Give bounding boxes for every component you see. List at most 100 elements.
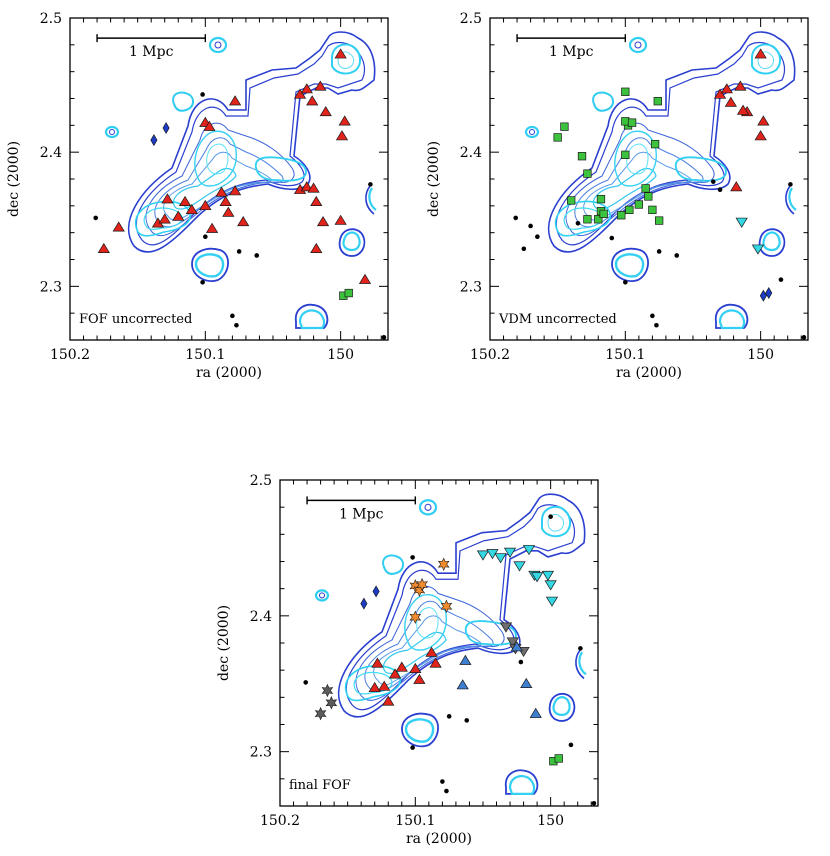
data-point-red-triangle-49 xyxy=(730,181,743,192)
data-point-black-dot-13 xyxy=(788,182,793,187)
y-axis-label: dec (2000) xyxy=(216,605,232,681)
y-tick-label: 2.5 xyxy=(460,11,482,27)
data-point-black-dot-10 xyxy=(591,800,597,806)
data-point-black-dot-9 xyxy=(578,646,583,651)
data-point-green-square-17 xyxy=(560,122,569,131)
data-point-cyan-triangle-down-28 xyxy=(476,550,490,561)
data-point-red-triangle-16 xyxy=(185,203,198,215)
y-tick-label: 2.5 xyxy=(40,11,62,27)
data-point-green-square-24 xyxy=(599,209,608,219)
data-point-red-triangle-18 xyxy=(413,673,426,684)
data-point-red-triangle-11 xyxy=(112,221,125,232)
data-point-red-triangle-13 xyxy=(161,193,174,204)
data-point-cyan-triangle-down-32 xyxy=(513,561,526,572)
data-point-green-square-19 xyxy=(583,169,592,178)
data-point-blue-diamond-45 xyxy=(162,122,170,135)
data-point-green-square-29 xyxy=(641,184,650,193)
data-point-gray-star-50 xyxy=(325,696,338,710)
data-point-black-dot-6 xyxy=(234,322,239,328)
data-point-red-triangle-31 xyxy=(310,195,323,207)
data-point-green-square-28 xyxy=(634,200,644,209)
data-point-green-square-31 xyxy=(648,205,657,215)
data-point-blue-diamond-44 xyxy=(150,134,158,147)
data-point-blue-diamond-52 xyxy=(372,585,380,598)
data-point-cyan-triangle-down-38 xyxy=(541,570,555,581)
data-point-black-dot-5 xyxy=(440,779,445,784)
data-point-green-square-25 xyxy=(596,194,606,204)
data-point-cyan-triangle-down-31 xyxy=(503,547,517,558)
scale-bar-label: 1 Mpc xyxy=(129,44,174,60)
markers xyxy=(303,514,597,806)
data-point-cyan-triangle-down-33 xyxy=(522,545,536,556)
x-tick-label: 150.2 xyxy=(260,813,300,829)
data-point-red-triangle-43 xyxy=(734,80,747,91)
y-tick-label: 2.3 xyxy=(40,279,62,295)
x-axis-label: ra (2000) xyxy=(196,365,262,381)
data-point-red-triangle-46 xyxy=(757,115,770,126)
data-point-red-triangle-29 xyxy=(300,181,313,192)
data-point-black-dot-5 xyxy=(609,235,615,241)
data-point-steelblue-triangle-46 xyxy=(510,641,523,652)
data-point-red-triangle-13 xyxy=(378,680,391,691)
data-point-red-triangle-23 xyxy=(237,216,250,227)
y-tick-label: 2.4 xyxy=(40,145,62,161)
data-point-black-dot-14 xyxy=(801,335,807,340)
data-point-black-dot-4 xyxy=(575,220,581,226)
data-point-red-triangle-42 xyxy=(724,96,737,107)
data-point-black-dot-6 xyxy=(656,249,662,254)
x-axis-label: ra (2000) xyxy=(406,831,472,847)
data-point-black-dot-12 xyxy=(717,187,723,193)
data-point-red-triangle-14 xyxy=(371,657,384,668)
data-point-green-square-26 xyxy=(617,211,626,220)
data-point-green-square-27 xyxy=(625,205,634,215)
data-point-black-dot-8 xyxy=(623,280,628,285)
data-point-green-square-47 xyxy=(344,288,353,298)
data-point-red-triangle-24 xyxy=(222,206,235,217)
y-tick-label: 2.5 xyxy=(250,473,272,489)
data-point-black-dot-1 xyxy=(528,223,533,229)
data-point-cyan-triangle-down-37 xyxy=(530,572,544,583)
scale-bar-label: 1 Mpc xyxy=(549,44,594,60)
data-point-black-dot-15 xyxy=(778,277,784,282)
data-point-red-triangle-20 xyxy=(429,657,442,668)
x-axis-label: ra (2000) xyxy=(616,365,682,381)
x-tick-label: 150.1 xyxy=(605,347,645,363)
data-point-red-triangle-15 xyxy=(388,668,402,679)
data-point-gray-triangle-down-39 xyxy=(499,622,513,633)
data-point-red-triangle-26 xyxy=(203,120,216,131)
data-point-black-dot-5 xyxy=(230,313,235,319)
data-point-black-dot-7 xyxy=(368,182,373,187)
data-point-gray-star-49 xyxy=(314,706,327,721)
data-point-red-triangle-12 xyxy=(368,681,381,693)
data-point-green-square-30 xyxy=(644,192,653,201)
data-point-red-triangle-35 xyxy=(293,88,307,99)
data-point-black-dot-2 xyxy=(521,246,527,252)
x-tick-label: 150 xyxy=(327,347,354,363)
data-point-green-square-34 xyxy=(621,150,630,160)
data-point-blue-diamond-53 xyxy=(765,287,773,300)
data-point-red-triangle-45 xyxy=(754,48,767,59)
data-point-red-triangle-48 xyxy=(736,104,750,115)
data-point-green-square-37 xyxy=(621,87,630,96)
data-point-red-triangle-38 xyxy=(314,80,327,91)
data-point-steelblue-triangle-44 xyxy=(456,679,469,690)
data-point-black-dot-7 xyxy=(548,514,553,519)
data-point-red-triangle-27 xyxy=(228,95,242,106)
data-point-black-dot-0 xyxy=(513,215,519,221)
y-tick-label: 2.4 xyxy=(250,609,272,625)
data-point-black-dot-1 xyxy=(93,215,99,221)
data-point-red-triangle-41 xyxy=(338,115,351,126)
data-point-red-triangle-43 xyxy=(358,273,372,284)
data-point-green-square-54 xyxy=(554,754,563,763)
data-point-red-triangle-17 xyxy=(409,662,422,674)
x-tick-label: 150.1 xyxy=(185,347,225,363)
y-tick-label: 2.4 xyxy=(460,145,482,161)
data-point-red-triangle-21 xyxy=(382,695,395,706)
data-point-red-triangle-47 xyxy=(754,130,767,141)
data-point-black-dot-9 xyxy=(650,313,655,319)
data-point-green-square-38 xyxy=(654,216,664,225)
data-point-black-dot-4 xyxy=(200,280,205,285)
data-point-red-triangle-42 xyxy=(335,130,349,141)
data-point-cyan-triangle-down-35 xyxy=(544,580,557,591)
